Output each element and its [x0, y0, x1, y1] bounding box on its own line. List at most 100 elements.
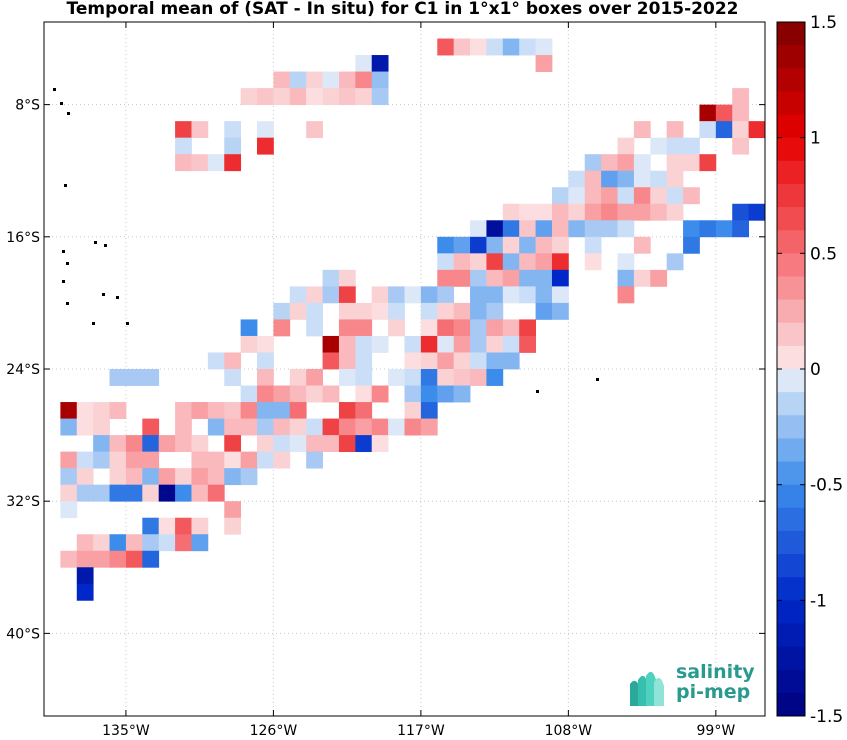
- heatmap-cell: [175, 468, 192, 486]
- heatmap-cell: [601, 154, 618, 172]
- heatmap-cell: [60, 402, 78, 419]
- heatmap-cell: [535, 302, 553, 320]
- heatmap-cell: [519, 220, 536, 238]
- heatmap-cell: [109, 451, 127, 469]
- heatmap-cell: [470, 220, 487, 238]
- heatmap-cell: [486, 236, 504, 254]
- heatmap-cell: [551, 302, 569, 320]
- colorbar-band: [777, 253, 805, 277]
- heatmap-cell: [732, 220, 750, 238]
- heatmap-cell: [93, 484, 110, 502]
- heatmap-cell: [338, 418, 356, 436]
- heatmap-cell: [60, 550, 78, 568]
- heatmap-cell: [666, 121, 684, 139]
- axis-ticks: 135°W 126°W 117°W 108°W 99°W 8°S 16°S 24°S 32°S 4…: [6, 22, 765, 739]
- logo-line-2: pi-mep: [676, 681, 751, 703]
- heatmap-cell: [535, 38, 553, 56]
- heatmap-cell: [437, 269, 455, 287]
- heatmap-cell: [437, 369, 455, 386]
- heatmap-cell: [404, 335, 422, 353]
- island-dot: [92, 322, 95, 325]
- heatmap-cell: [93, 451, 110, 469]
- heatmap-cell: [76, 468, 94, 486]
- heatmap-cell: [355, 335, 373, 353]
- heatmap-cell: [306, 302, 323, 320]
- heatmap-cell: [404, 418, 422, 436]
- heatmap-cell: [486, 302, 504, 320]
- heatmap-cell: [388, 369, 405, 386]
- heatmap-cell: [257, 352, 274, 370]
- colorbar-band: [777, 299, 805, 324]
- colorbar-band: [777, 137, 805, 162]
- heatmap-cell: [666, 170, 684, 188]
- colorbar-band: [777, 484, 805, 509]
- heatmap-cell: [93, 435, 110, 453]
- island-dot: [62, 280, 65, 283]
- colorbar-band: [777, 692, 805, 717]
- heatmap-cell: [502, 352, 520, 370]
- heatmap-cell: [175, 534, 192, 552]
- heatmap-cell: [617, 269, 635, 287]
- heatmap-cell: [551, 236, 569, 254]
- heatmap-cell: [158, 534, 176, 552]
- heatmap-cell: [191, 517, 209, 535]
- heatmap-cell: [76, 402, 94, 419]
- heatmap-cell: [306, 319, 323, 337]
- heatmap-cell: [437, 302, 455, 320]
- heatmap-cell: [601, 220, 618, 238]
- heatmap-cell: [142, 517, 160, 535]
- heatmap-cell: [224, 468, 242, 486]
- colorbar-band: [777, 530, 805, 555]
- island-dot: [60, 102, 63, 105]
- heatmap-cell: [535, 203, 553, 221]
- colorbar-band: [777, 322, 805, 347]
- heatmap-cell: [257, 402, 274, 419]
- island-dot: [66, 302, 69, 305]
- heatmap-cell: [257, 88, 274, 106]
- heatmap-cell: [125, 484, 143, 502]
- heatmap-cell: [568, 187, 586, 205]
- heatmap-cell: [535, 269, 553, 287]
- heatmap-cell: [273, 302, 291, 320]
- heatmap-cell: [584, 203, 602, 221]
- heatmap-cell: [191, 402, 209, 419]
- heatmap-cell: [224, 402, 242, 419]
- heatmap-cell: [420, 302, 438, 320]
- heatmap-cell: [289, 418, 307, 436]
- heatmap-cell: [486, 269, 504, 287]
- heatmap-cell: [257, 435, 274, 453]
- heatmap-cell: [142, 468, 160, 486]
- heatmap-cell: [371, 302, 389, 320]
- heatmap-cell: [338, 435, 356, 453]
- heatmap-cell: [650, 203, 668, 221]
- heatmap-cell: [191, 534, 209, 552]
- heatmap-cell: [683, 220, 700, 238]
- heatmap-cell: [420, 369, 438, 386]
- heatmap-cell: [355, 418, 373, 436]
- heatmap-cell: [502, 269, 520, 287]
- y-tick-label: 16°S: [6, 230, 40, 246]
- x-tick-label: 108°W: [545, 723, 593, 739]
- heatmap-cell: [502, 319, 520, 337]
- heatmap-cell: [125, 534, 143, 552]
- heatmap-cell: [584, 170, 602, 188]
- heatmap-cell: [322, 269, 340, 287]
- colorbar: 1.5 1 0.5 0 -0.5 -1 -1.5: [776, 13, 843, 727]
- heatmap-cell: [289, 88, 307, 106]
- heatmap-cell: [453, 253, 471, 271]
- heatmap-cell: [109, 550, 127, 568]
- colorbar-band: [777, 669, 805, 694]
- heatmap-cell: [453, 385, 471, 403]
- heatmap-cell: [257, 137, 274, 155]
- heatmap-cell: [633, 236, 651, 254]
- heatmap-cell: [240, 418, 258, 436]
- heatmap-cell: [338, 319, 356, 337]
- heatmap-cell: [748, 203, 765, 221]
- heatmap-cell: [699, 121, 717, 139]
- heatmap-cell: [437, 319, 455, 337]
- heatmap-cell: [371, 71, 389, 89]
- colorbar-tick-label: 1: [810, 129, 821, 149]
- heatmap-cell: [470, 319, 487, 337]
- heatmap-cell: [617, 170, 635, 188]
- heatmap-cell: [224, 501, 242, 519]
